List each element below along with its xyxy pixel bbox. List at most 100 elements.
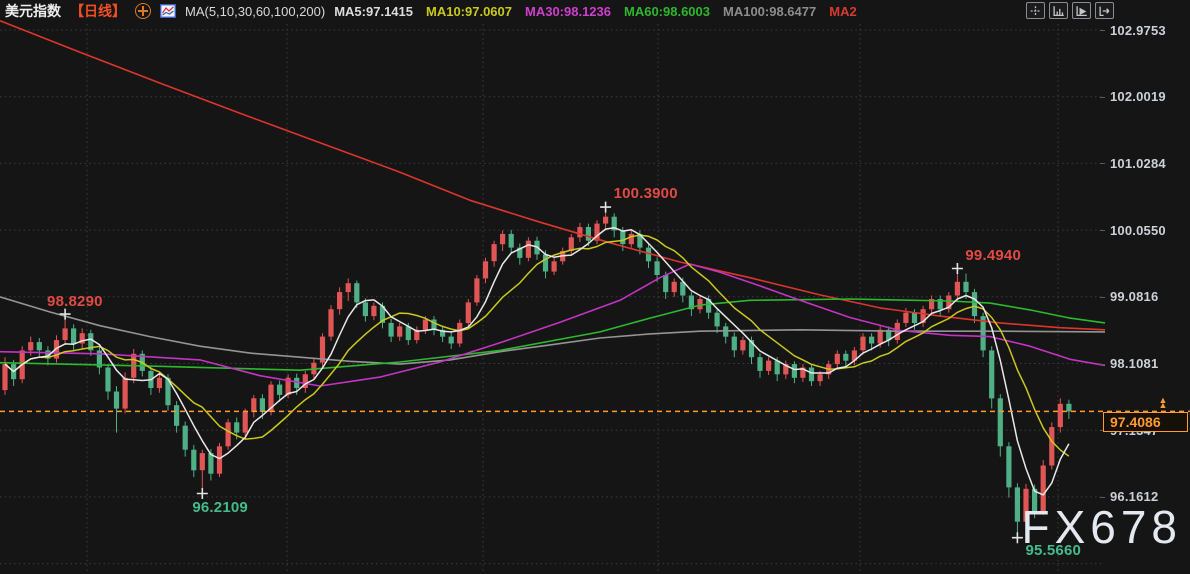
candle-body bbox=[971, 292, 978, 317]
candle-body bbox=[191, 449, 197, 471]
candle-body bbox=[2, 364, 8, 391]
candle-body bbox=[791, 364, 797, 378]
candle-body bbox=[294, 377, 300, 389]
candle-body bbox=[628, 233, 634, 245]
candle-body bbox=[45, 350, 51, 359]
ma10-line bbox=[4, 234, 1070, 457]
candle-body bbox=[706, 299, 712, 313]
candle-body bbox=[903, 312, 909, 323]
candle-body bbox=[603, 216, 609, 224]
candle-body bbox=[199, 453, 205, 471]
candle-body bbox=[259, 398, 265, 412]
instrument-title: 美元指数 bbox=[5, 3, 61, 19]
candle-body bbox=[88, 333, 94, 351]
candle-body bbox=[817, 374, 823, 382]
candle-body bbox=[165, 377, 171, 406]
candle-body bbox=[362, 302, 368, 317]
candle-body bbox=[731, 336, 737, 351]
candle-body bbox=[465, 302, 471, 323]
y-axis-tick bbox=[1100, 296, 1105, 298]
y-axis-tick bbox=[1100, 230, 1105, 232]
candle-body bbox=[946, 295, 952, 310]
candle-body bbox=[929, 299, 935, 310]
axis-play-icon[interactable] bbox=[1072, 2, 1091, 19]
candle-body bbox=[500, 233, 506, 245]
mini-chart-icon[interactable] bbox=[160, 4, 176, 18]
candle-body bbox=[654, 261, 660, 275]
candle-body bbox=[671, 281, 677, 293]
candle-body bbox=[1057, 403, 1063, 428]
candle-body bbox=[1032, 488, 1038, 512]
last-price-box: 97.4086 bbox=[1103, 412, 1188, 433]
period-tag[interactable]: 【日线】 bbox=[70, 3, 126, 19]
candle-body bbox=[843, 353, 849, 361]
extreme-cross-marker bbox=[59, 308, 71, 320]
candle-body bbox=[997, 398, 1003, 447]
candle-body bbox=[688, 295, 694, 310]
ma-settings-label: MA(5,10,30,60,100,200) bbox=[185, 3, 326, 19]
candle-body bbox=[242, 412, 248, 433]
candle-body bbox=[980, 316, 986, 351]
candle-body bbox=[740, 340, 746, 351]
candle-body bbox=[414, 329, 420, 341]
candle-body bbox=[225, 422, 231, 447]
y-axis-tick bbox=[1100, 496, 1105, 498]
candle-body bbox=[405, 326, 411, 341]
move-icon[interactable] bbox=[1026, 2, 1045, 19]
y-axis-tick bbox=[1100, 163, 1105, 165]
candle-body bbox=[697, 299, 703, 310]
candle-body bbox=[319, 336, 326, 363]
candle-body bbox=[474, 278, 480, 303]
candle-body bbox=[620, 230, 626, 245]
ma100-line bbox=[0, 296, 1106, 365]
candle-body bbox=[611, 216, 617, 231]
crosshair-circle-icon[interactable] bbox=[135, 3, 151, 19]
candle-body bbox=[208, 453, 214, 474]
candle-body bbox=[1040, 465, 1046, 512]
candle-body bbox=[517, 247, 523, 258]
price-annotation: 98.8290 bbox=[47, 293, 103, 311]
candle-body bbox=[637, 233, 643, 248]
candle-body bbox=[277, 384, 283, 395]
ma-label: MA60:98.6003 bbox=[624, 3, 710, 19]
candle-body bbox=[122, 377, 128, 409]
ma60-line bbox=[0, 298, 1106, 371]
y-axis-tick bbox=[1100, 96, 1105, 98]
y-axis-tick bbox=[1100, 430, 1105, 432]
extreme-cross-marker bbox=[600, 201, 612, 213]
candle-body bbox=[594, 223, 600, 241]
candle-body bbox=[431, 319, 437, 330]
y-axis-label: 98.1081 bbox=[1110, 356, 1159, 371]
candle-body bbox=[911, 312, 918, 323]
y-axis-label: 101.0284 bbox=[1110, 155, 1166, 171]
candle-body bbox=[251, 398, 257, 412]
y-axis-label: 99.0816 bbox=[1110, 289, 1159, 305]
candle-body bbox=[585, 227, 591, 241]
ma-label: MA2 bbox=[829, 3, 857, 19]
exit-right-icon[interactable] bbox=[1095, 2, 1114, 19]
ma200-line bbox=[0, 20, 1106, 331]
price-annotation: 95.5660 bbox=[1025, 541, 1082, 559]
candle-body bbox=[440, 329, 446, 337]
y-axis-tick bbox=[1100, 30, 1105, 31]
candle-body bbox=[645, 247, 652, 262]
candle-body bbox=[79, 333, 85, 344]
candle-body bbox=[422, 319, 428, 330]
ma-label: MA10:97.0607 bbox=[426, 3, 512, 19]
candle-body bbox=[268, 384, 274, 412]
y-axis-label: 102.0019 bbox=[1110, 89, 1166, 105]
candle-body bbox=[551, 261, 557, 272]
price-annotation: 100.3900 bbox=[613, 185, 678, 203]
candle-body bbox=[156, 377, 162, 389]
ma-label: MA30:98.1236 bbox=[525, 3, 611, 19]
candle-body bbox=[482, 261, 489, 279]
candle-body bbox=[800, 367, 806, 378]
candle-body bbox=[234, 422, 240, 433]
candle-body bbox=[397, 326, 403, 337]
axis-bars-icon[interactable] bbox=[1049, 2, 1068, 19]
candle-body bbox=[285, 377, 291, 395]
candle-body bbox=[774, 360, 780, 375]
candle-body bbox=[53, 340, 60, 359]
